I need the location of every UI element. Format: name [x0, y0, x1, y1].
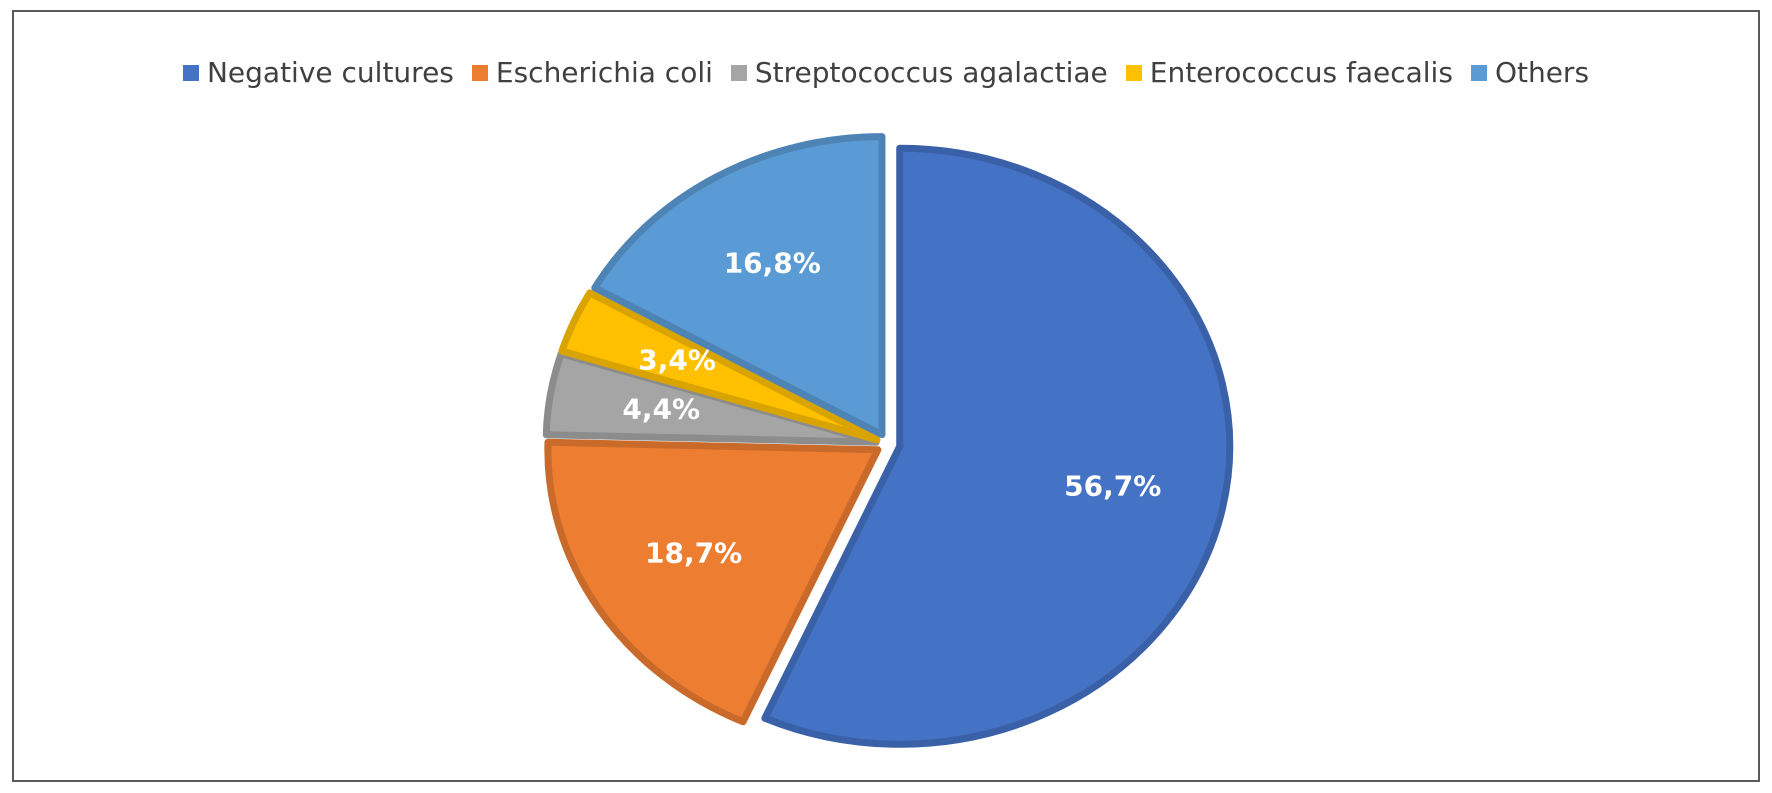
legend-item-enterococcus-faecalis: Enterococcus faecalis — [1125, 56, 1453, 89]
legend-label: Streptococcus agalactiae — [754, 56, 1108, 89]
legend-item-negative-cultures: Negative cultures — [182, 56, 454, 89]
pie-slice-escherichia-coli — [544, 438, 882, 726]
legend-swatch — [1125, 64, 1142, 81]
legend-label: Escherichia coli — [495, 56, 713, 89]
legend-swatch — [1470, 64, 1487, 81]
pie-slice-enterococcus-faecalis — [558, 289, 881, 444]
legend-label: Others — [1494, 56, 1590, 89]
data-label-others: 16,8% — [724, 247, 821, 280]
data-label-negative-cultures: 56,7% — [1064, 469, 1161, 502]
legend-item-streptococcus-agalactiae: Streptococcus agalactiae — [730, 56, 1108, 89]
data-label-escherichia-coli: 18,7% — [645, 537, 742, 570]
chart-legend: Negative cultures Escherichia coli Strep… — [14, 56, 1758, 89]
legend-swatch — [730, 64, 747, 81]
pie-slice-negative-cultures — [761, 144, 1234, 748]
legend-swatch — [471, 64, 488, 81]
data-label-enterococcus-faecalis: 3,4% — [638, 344, 716, 377]
pie-slice-others — [591, 133, 886, 439]
legend-swatch — [182, 64, 199, 81]
data-label-streptococcus-agalactiae: 4,4% — [622, 392, 700, 425]
legend-label: Enterococcus faecalis — [1149, 56, 1453, 89]
legend-item-escherichia-coli: Escherichia coli — [471, 56, 713, 89]
legend-label: Negative cultures — [206, 56, 454, 89]
legend-item-others: Others — [1470, 56, 1590, 89]
